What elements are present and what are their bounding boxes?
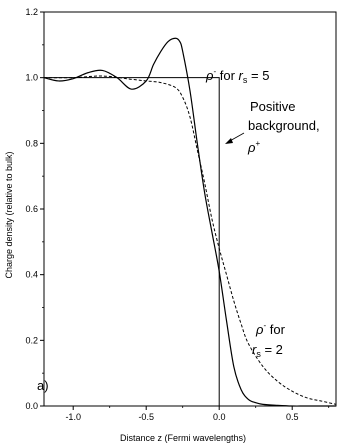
plot-frame [43, 11, 337, 407]
panel-label: a) [37, 378, 49, 393]
annotation-arrow [225, 132, 245, 144]
annotation-positive-line2: background, [248, 118, 320, 133]
y-tick-label: 0.8 [25, 138, 38, 148]
x-tick-label: 0.5 [286, 412, 299, 422]
annotation-rs2-rho: ρ [255, 322, 264, 337]
annotation-positive-line1: Positive [250, 99, 296, 114]
annotation-positive-rho-sup: + [255, 139, 260, 148]
ticks: -1.0 -0.5 0.0 0.5 0.0 0.2 0.4 0.6 0.8 1.0 1.2 [25, 7, 330, 422]
y-tick-label: 0.2 [25, 335, 38, 345]
annotation-rs5-sub: s [243, 75, 248, 85]
annotation-rs5-r: r [239, 68, 244, 83]
annotation-positive-rho: ρ+ [247, 139, 260, 155]
y-tick-label: 1.0 [25, 73, 38, 83]
annotation-positive-rho-symbol: ρ [247, 140, 256, 155]
x-tick-label: -0.5 [138, 412, 154, 422]
series-line-3 [44, 77, 220, 406]
series-line-2 [43, 75, 337, 405]
annotation-rs2-line2: rs = 2 [252, 342, 283, 359]
annotation-rs5: ρ- for rs = 5 [205, 67, 269, 85]
series-layer [43, 37, 337, 407]
x-axis-title: Distance z (Fermi wavelengths) [120, 433, 246, 443]
annotation-rs2-sup: - [263, 321, 266, 330]
annotation-rs5-eq: = 5 [247, 68, 269, 83]
annotation-rs2-sub: s [256, 349, 261, 359]
y-axis-title: Charge density (relative to bulk) [4, 151, 14, 278]
x-tick-label: 0.0 [213, 412, 226, 422]
annotation-rs2-for: for [266, 322, 285, 337]
annotation-rs5-sup: - [213, 67, 216, 76]
y-tick-label: 0.0 [25, 401, 38, 411]
annotation-rs2-eq: = 2 [261, 342, 283, 357]
x-tick-label: -1.0 [65, 412, 81, 422]
annotation-rs5-for: for [216, 68, 238, 83]
annotation-rs5-rho: ρ [205, 68, 214, 83]
axes [43, 11, 337, 407]
annotation-rs2-line1: ρ- for [255, 321, 286, 337]
annotation-rs2-r: r [252, 342, 257, 357]
y-tick-label: 0.6 [25, 204, 38, 214]
series-line-1 [43, 37, 336, 407]
y-tick-label: 0.4 [25, 270, 38, 280]
y-tick-label: 1.2 [25, 7, 38, 17]
